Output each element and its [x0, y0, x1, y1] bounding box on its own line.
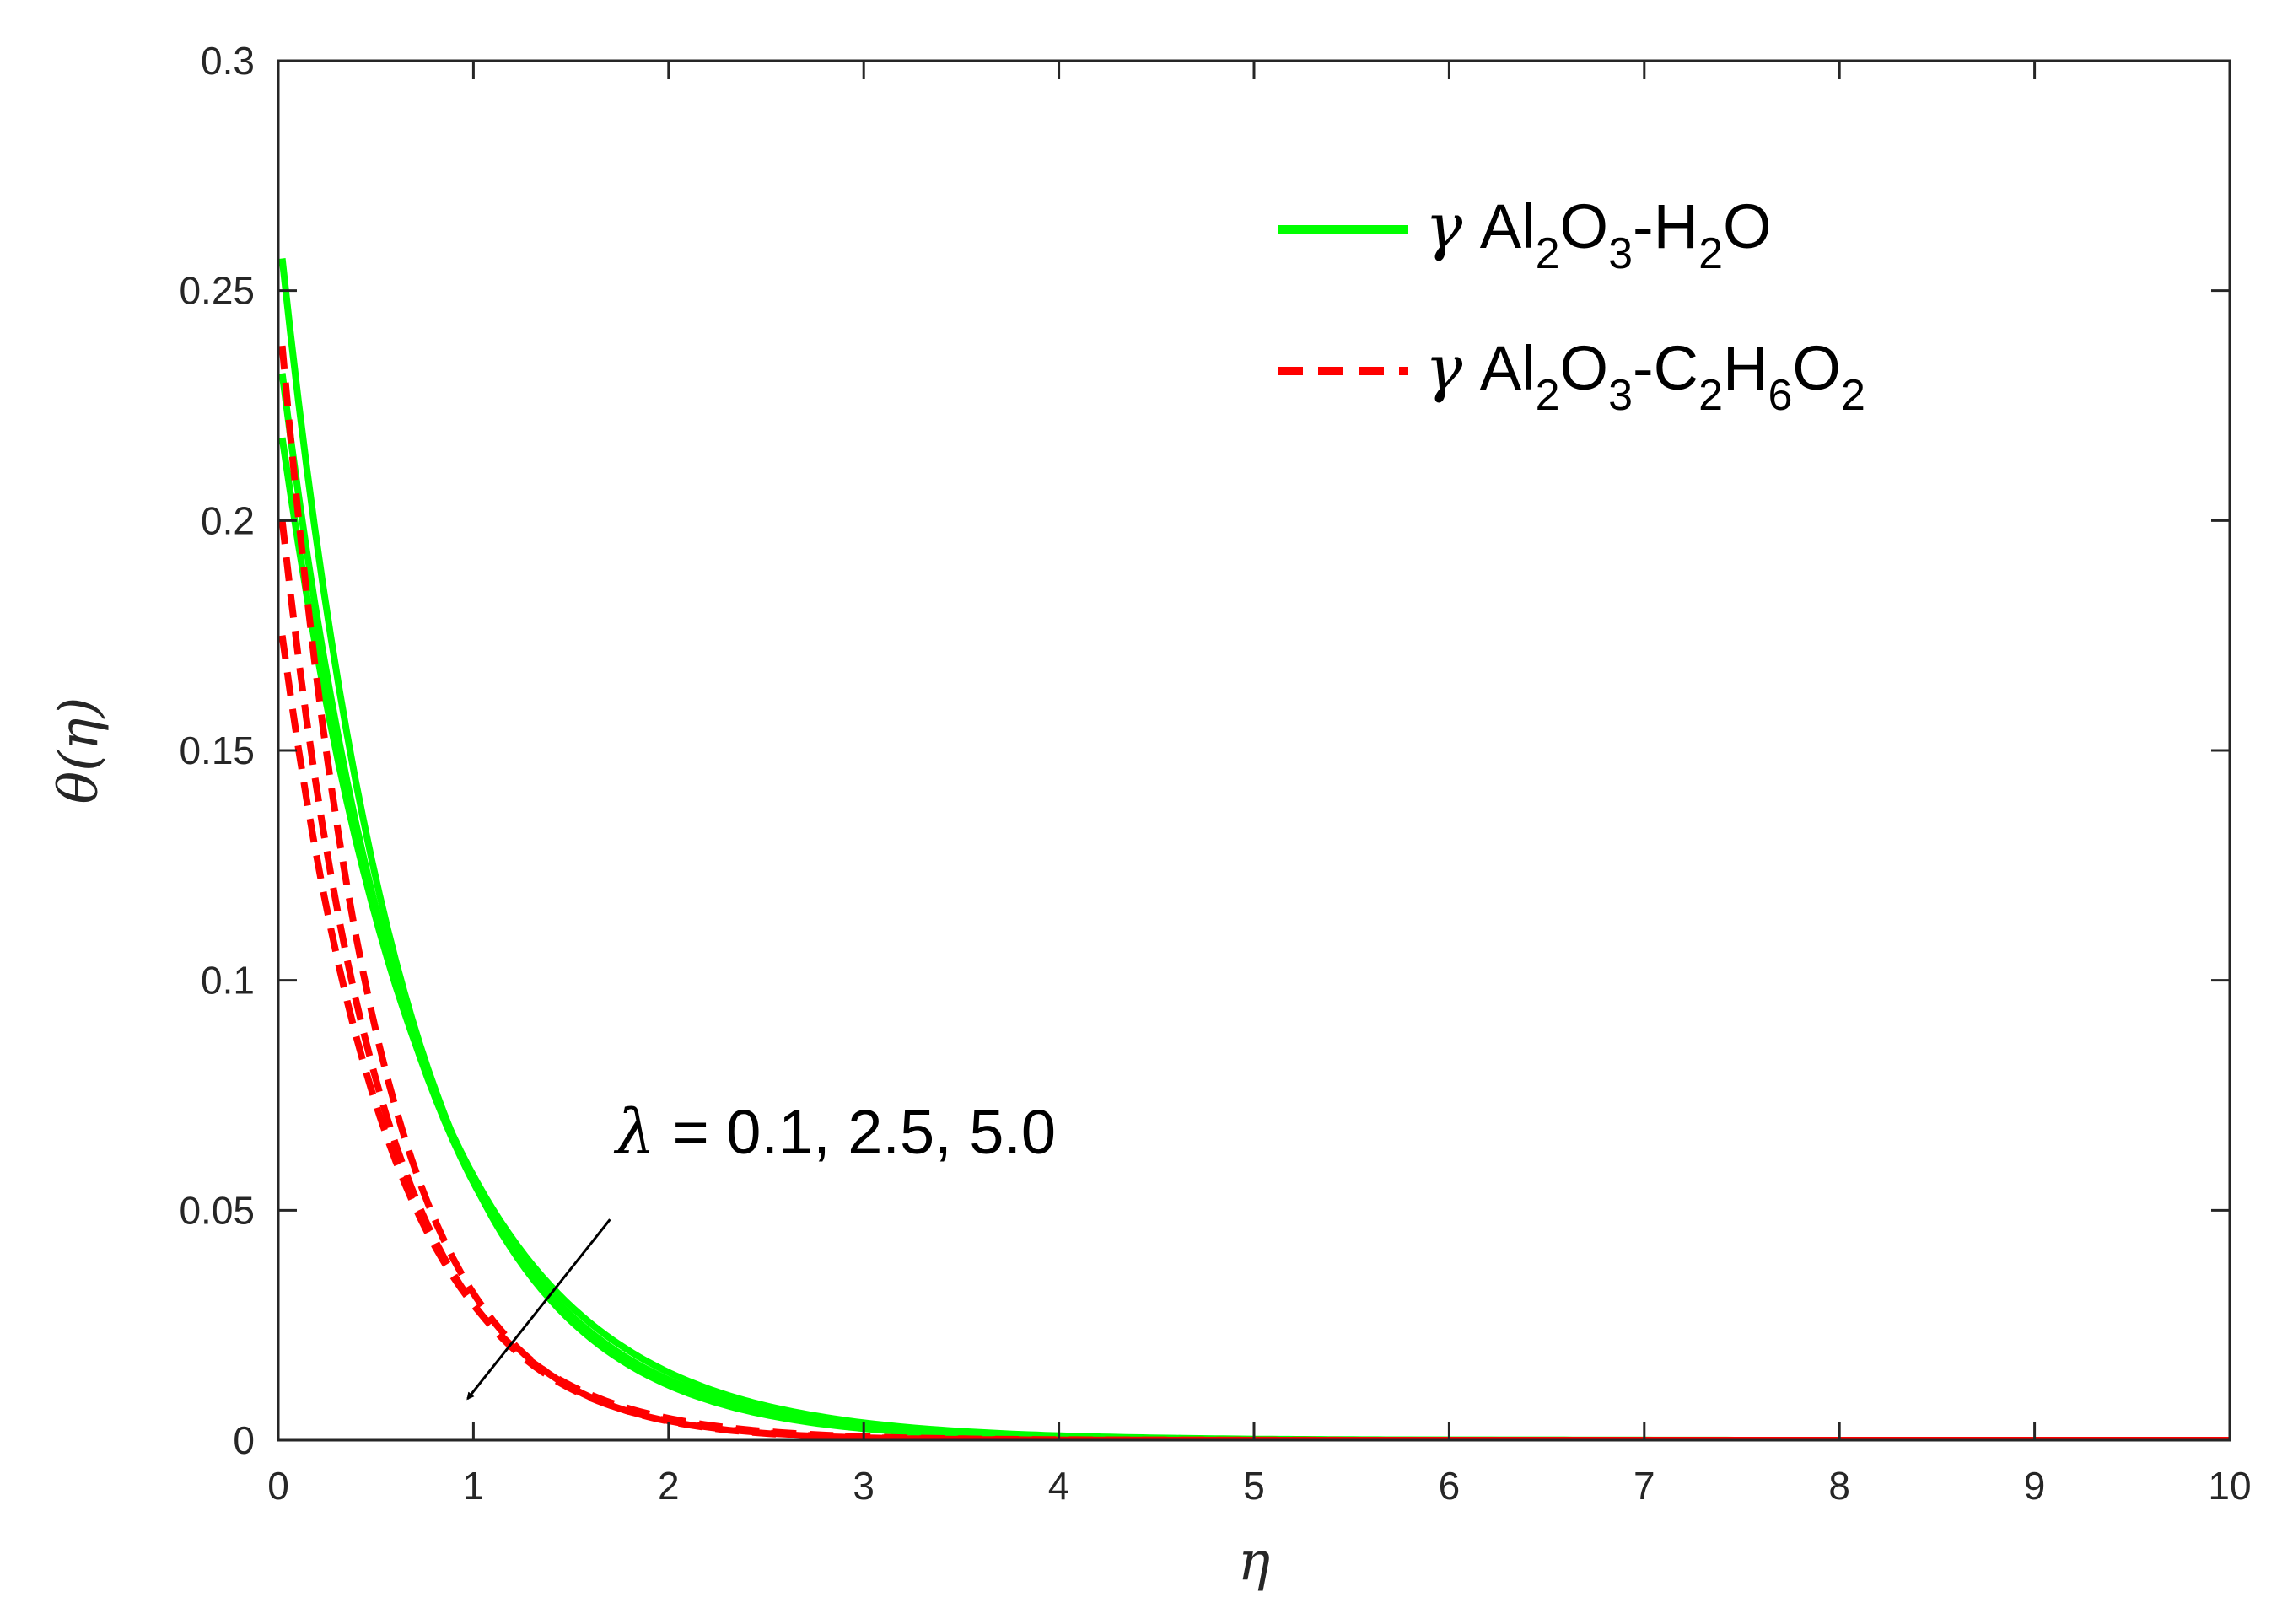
y-tick-label: 0.15: [179, 729, 255, 772]
y-tick-label: 0.25: [179, 269, 255, 313]
annotation: λ = 0.1, 2.5, 5.0: [466, 1096, 1056, 1401]
x-tick-label: 6: [1439, 1464, 1461, 1508]
x-tick-label: 9: [2024, 1464, 2046, 1508]
y-axis-label: θ(η): [48, 697, 110, 804]
y-tick-label: 0: [233, 1418, 255, 1462]
legend-label-0: γ Al2O3-H2O: [1425, 191, 1772, 278]
ticks-layer: [277, 59, 2231, 1442]
y-tick-label: 0.3: [201, 39, 255, 83]
x-tick-label: 8: [1828, 1464, 1850, 1508]
labels-layer: 0 1 2 3 4 5 6 7 8 9 10 0 0.05 0.1 0.15 0.2 0.25 0.3 η θ(η): [48, 39, 2252, 1593]
legend-label-1: γ Al2O3-C2H6O2: [1425, 332, 1865, 420]
x-tick-label: 7: [1633, 1464, 1655, 1508]
x-tick-label: 10: [2208, 1464, 2251, 1508]
annotation-text: λ = 0.1, 2.5, 5.0: [613, 1096, 1056, 1169]
y-tick-label: 0.05: [179, 1188, 255, 1232]
plot-area: [278, 61, 2230, 1440]
x-tick-label: 1: [463, 1464, 485, 1508]
x-axis-label: η: [1238, 1530, 1270, 1593]
x-tick-label: 4: [1048, 1464, 1070, 1508]
y-tick-label: 0.1: [201, 959, 255, 1003]
x-tick-label: 0: [267, 1464, 289, 1508]
legend: γ Al2O3-H2O γ Al2O3-C2H6O2: [1278, 191, 1865, 420]
x-tick-label: 2: [658, 1464, 680, 1508]
y-tick-label: 0.2: [201, 498, 255, 542]
x-tick-label: 5: [1243, 1464, 1265, 1508]
x-tick-label: 3: [853, 1464, 875, 1508]
annotation-arrow: [466, 1218, 611, 1401]
